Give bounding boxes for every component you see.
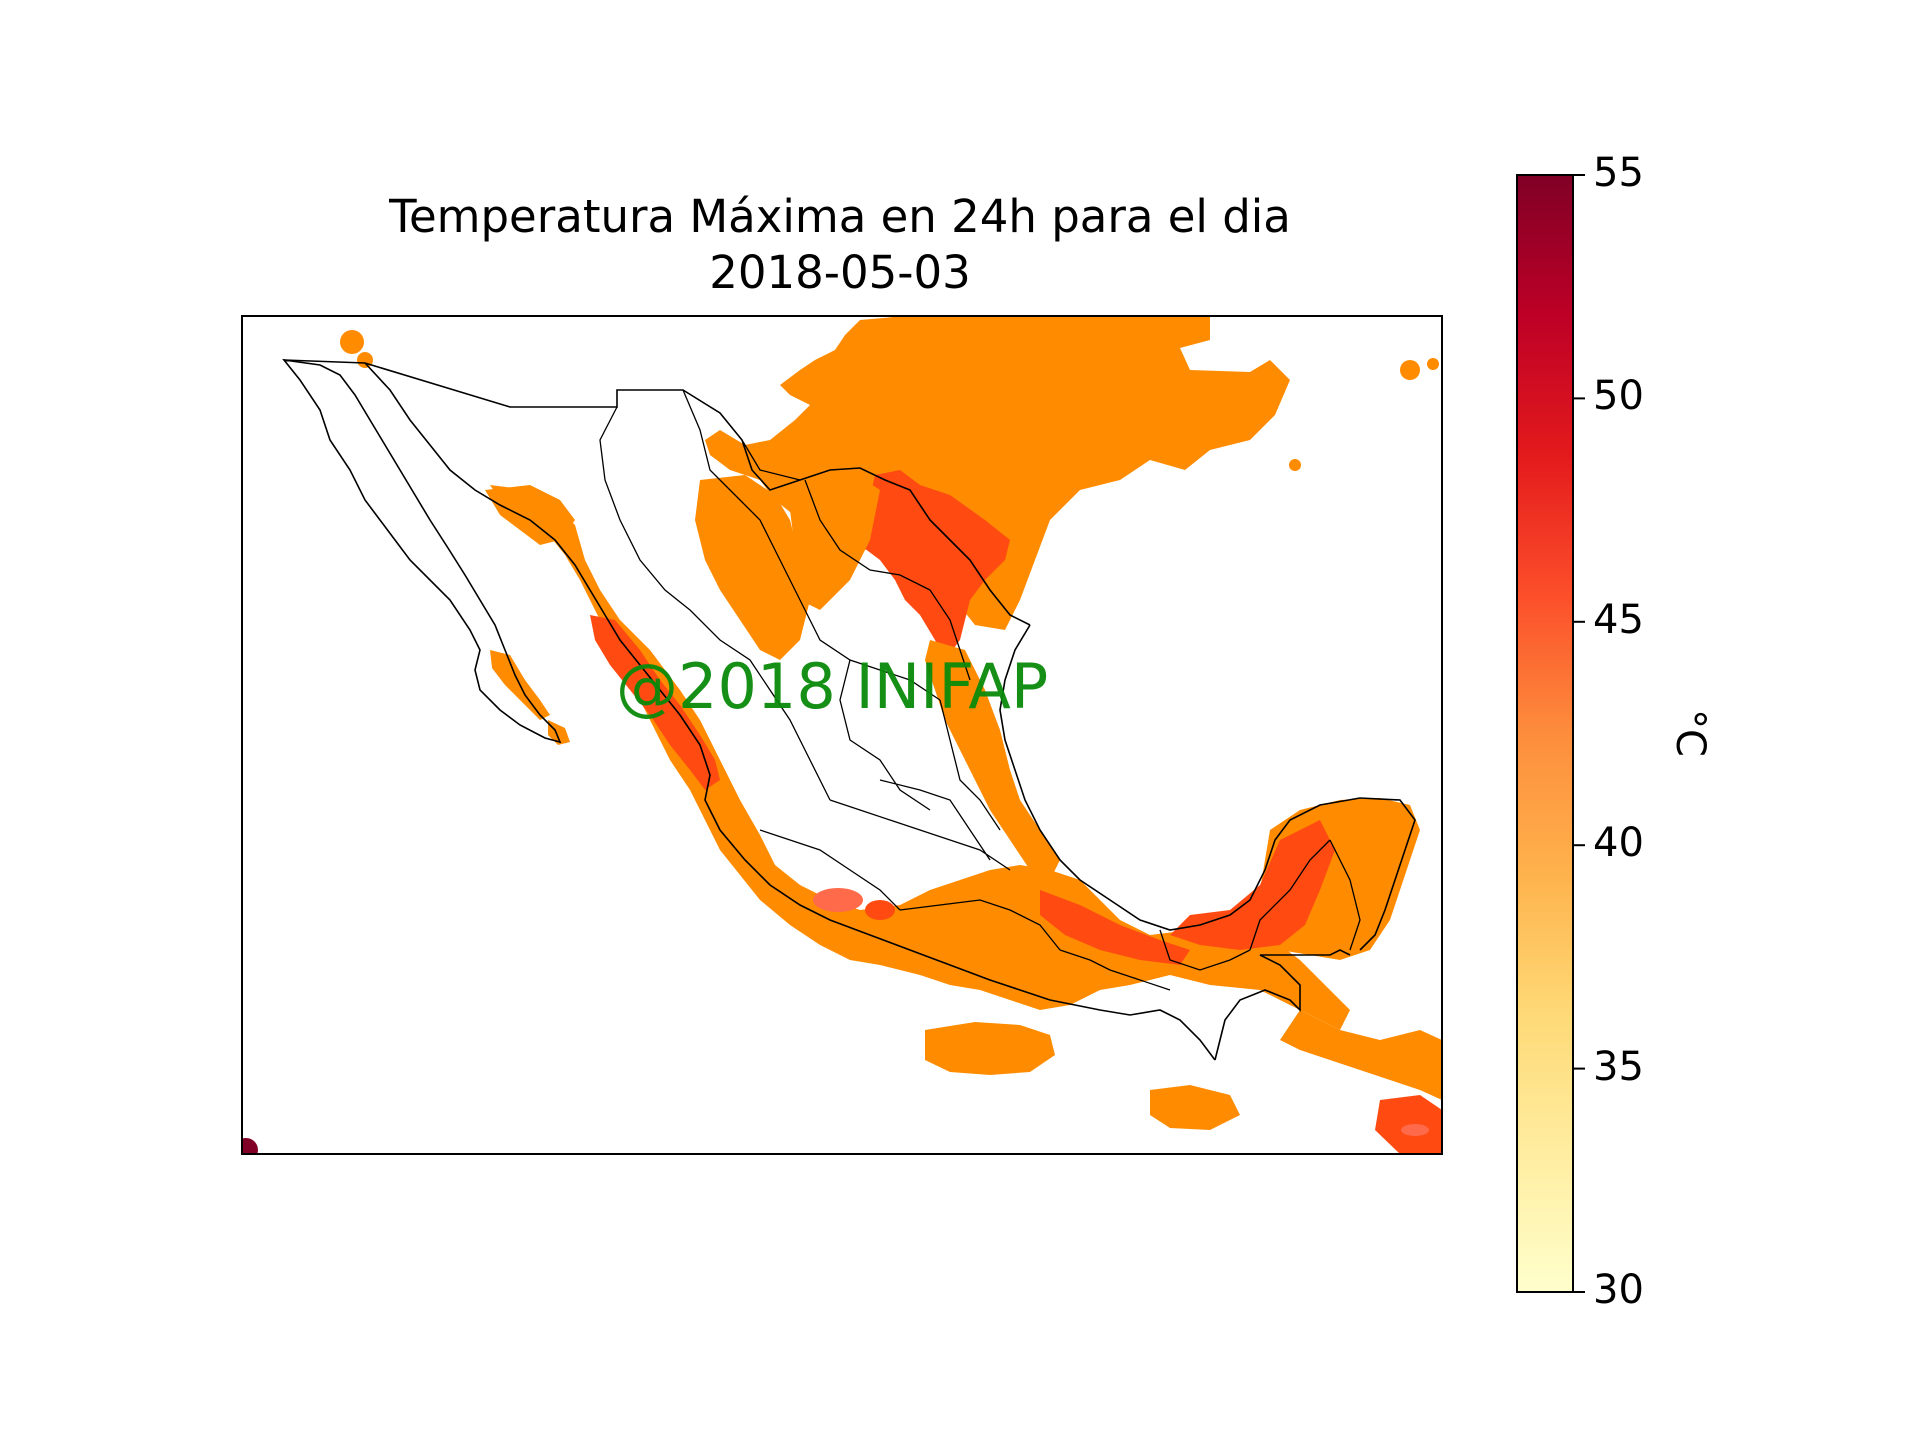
temp-region-northeast-hot	[860, 470, 1010, 660]
temp-hotspot-guerrero	[813, 888, 863, 912]
temp-region-sonora	[485, 485, 575, 545]
temp-region-south-coast-hot	[1040, 890, 1190, 965]
baja-california-outline	[282, 358, 562, 744]
pacific-coastline	[364, 362, 1216, 1061]
temp-patch-us-east-3	[1289, 459, 1301, 471]
temp-region-pacific-coast	[490, 485, 1350, 1030]
colorbar-tick-label: 55	[1593, 150, 1644, 196]
colorbar-tick-label: 45	[1593, 596, 1644, 643]
state-boundaries	[599, 389, 1361, 991]
temp-region-baja-tip	[548, 720, 570, 745]
colorbar-tick-label: 50	[1593, 373, 1644, 420]
colorbar	[1516, 174, 1574, 1293]
southern-border	[1214, 949, 1351, 1061]
chart-title-line2: 2018-05-03	[709, 246, 971, 299]
gulf-coastline	[999, 624, 1416, 951]
temp-region-chihuahua	[695, 475, 810, 660]
temp-region-central-america	[1280, 1010, 1442, 1100]
temp-patch-bc-north	[340, 330, 364, 354]
temp-hotspot-guerrero-2	[865, 900, 895, 920]
map-boundaries	[282, 358, 1416, 1061]
colorbar-tick-label: 40	[1593, 820, 1644, 867]
temp-region-central-america-2	[1150, 1085, 1240, 1130]
chart-title-line1: Temperatura Máxima en 24h para el dia	[389, 190, 1291, 243]
temp-region-gulf-coast	[925, 640, 1060, 880]
colorbar-tick-label: 30	[1593, 1267, 1644, 1313]
colorbar-tick-label: 35	[1593, 1043, 1644, 1090]
temp-hotspot-central-america	[1401, 1124, 1429, 1136]
temperature-field	[242, 316, 1442, 1154]
colorbar-ticks	[1573, 174, 1585, 1293]
colorbar-unit-label: °C	[1666, 709, 1713, 757]
temp-patch-us-east-2	[1427, 358, 1439, 370]
temp-region-sinaloa-hot	[590, 615, 720, 790]
temp-patch-us-east	[1400, 360, 1420, 380]
temp-hotspot-corner	[242, 1138, 258, 1154]
temp-region-coahuila	[790, 470, 880, 610]
copyright-watermark: @2018 INIFAP	[616, 650, 1049, 723]
temp-region-yucatan-hot	[1170, 820, 1335, 950]
temp-region-central-america-hot	[1375, 1095, 1442, 1154]
temp-region-pacific-ocean	[925, 1022, 1055, 1075]
temp-patch-bc-north-2	[357, 352, 373, 368]
map-frame	[241, 315, 1443, 1155]
